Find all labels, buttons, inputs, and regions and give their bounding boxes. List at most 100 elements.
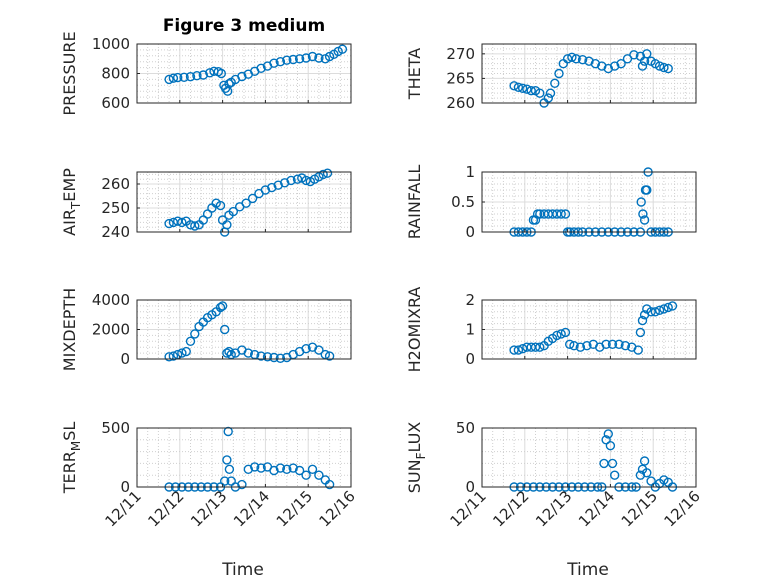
data-point xyxy=(275,353,286,363)
y-tick-label: 800 xyxy=(101,65,130,83)
data-point xyxy=(269,58,279,68)
y-tick-label: 250 xyxy=(101,199,130,217)
data-point xyxy=(545,88,556,98)
data-point xyxy=(322,168,333,178)
data-point xyxy=(164,218,174,229)
data-point xyxy=(192,70,202,81)
data-point xyxy=(294,465,305,476)
data-point xyxy=(222,455,232,465)
data-point xyxy=(286,175,296,186)
data-point xyxy=(243,464,254,474)
y-axis-label: MIXDEPTH xyxy=(60,288,79,371)
y-tick-label: 265 xyxy=(446,69,475,87)
data-point xyxy=(185,71,196,82)
data-point xyxy=(288,463,298,473)
y-tick-label: 2 xyxy=(465,291,475,309)
data-point xyxy=(577,55,588,65)
x-tick-label: 12/13 xyxy=(187,487,230,530)
data-point xyxy=(247,193,258,204)
subplot-theta: 260 265 270 THETA xyxy=(405,43,697,112)
data-point xyxy=(605,441,616,451)
y-axis-label: RAINFALL xyxy=(405,165,424,240)
axes-box xyxy=(481,427,697,488)
data-point xyxy=(219,324,230,335)
y-tick-label: 1 xyxy=(465,321,475,339)
data-point xyxy=(607,458,618,469)
data-point xyxy=(275,463,286,473)
data-point xyxy=(222,220,232,230)
x-axis-label: Time xyxy=(566,560,609,580)
data-point xyxy=(202,209,213,219)
data-point xyxy=(307,464,318,474)
data-point xyxy=(629,50,639,60)
data-point xyxy=(654,61,665,71)
data-point xyxy=(241,198,251,208)
y-tick-label: 0 xyxy=(465,350,475,368)
data-point xyxy=(324,479,335,490)
y-tick-label: 270 xyxy=(446,45,475,63)
data-point xyxy=(543,93,553,103)
data-point xyxy=(616,59,626,69)
data-point xyxy=(224,464,235,474)
x-tick-label: 12/14 xyxy=(230,487,273,530)
plot-area xyxy=(482,44,696,103)
data-point xyxy=(526,85,536,96)
data-point xyxy=(635,470,646,480)
data-point xyxy=(224,79,234,89)
y-tick-label: 50 xyxy=(456,419,475,437)
data-point xyxy=(582,341,592,351)
data-point xyxy=(603,63,613,74)
y-tick-label: 1000 xyxy=(92,35,130,53)
y-tick-label: 500 xyxy=(101,419,130,437)
data-point xyxy=(228,206,239,217)
data-point xyxy=(269,465,279,476)
data-point xyxy=(601,435,611,445)
data-point xyxy=(642,185,652,195)
y-axis-label: H2OMIXRA xyxy=(405,287,424,373)
y-axis-label: TERRMSL xyxy=(60,422,83,495)
data-point xyxy=(215,302,226,313)
data-point xyxy=(535,342,545,352)
x-tick-label: 12/14 xyxy=(575,487,618,530)
y-tick-label: 0.5 xyxy=(451,193,475,211)
data-point xyxy=(301,470,311,480)
data-point xyxy=(646,307,656,317)
data-point xyxy=(269,352,279,363)
data-point xyxy=(198,70,209,80)
subplot-pressure: 600 800 1000 PRESSURE Figure 3 medium xyxy=(60,16,352,116)
data-point xyxy=(314,345,324,355)
data-point xyxy=(318,169,328,180)
data-point xyxy=(190,329,200,339)
axes-box xyxy=(481,43,697,104)
data-point xyxy=(509,81,519,91)
data-point xyxy=(639,215,650,225)
data-point xyxy=(522,84,532,94)
data-point xyxy=(314,470,324,480)
data-point xyxy=(650,307,660,317)
subplot-mixdepth: 0 2000 4000 MIXDEPTH xyxy=(60,288,352,371)
data-point xyxy=(556,209,566,219)
x-tick-label: 12/12 xyxy=(489,487,532,530)
data-point xyxy=(273,180,283,190)
figure-title: Figure 3 medium xyxy=(163,16,325,36)
y-tick-label: 4000 xyxy=(92,291,130,309)
y-tick-label: 0 xyxy=(465,223,475,241)
data-point xyxy=(237,71,247,82)
data-point xyxy=(556,329,566,339)
data-point xyxy=(530,342,541,352)
y-tick-label: 1 xyxy=(465,163,475,181)
data-point xyxy=(636,197,646,207)
data-point xyxy=(301,344,311,354)
y-axis-label: THETA xyxy=(405,48,424,100)
y-tick-label: 2000 xyxy=(92,321,130,339)
data-point xyxy=(550,78,560,89)
data-point xyxy=(642,49,652,59)
data-point xyxy=(215,200,226,211)
y-axis-label: PRESSURE xyxy=(60,31,79,115)
data-point xyxy=(307,51,318,62)
x-tick-label: 12/13 xyxy=(532,487,575,530)
data-point xyxy=(663,63,673,74)
